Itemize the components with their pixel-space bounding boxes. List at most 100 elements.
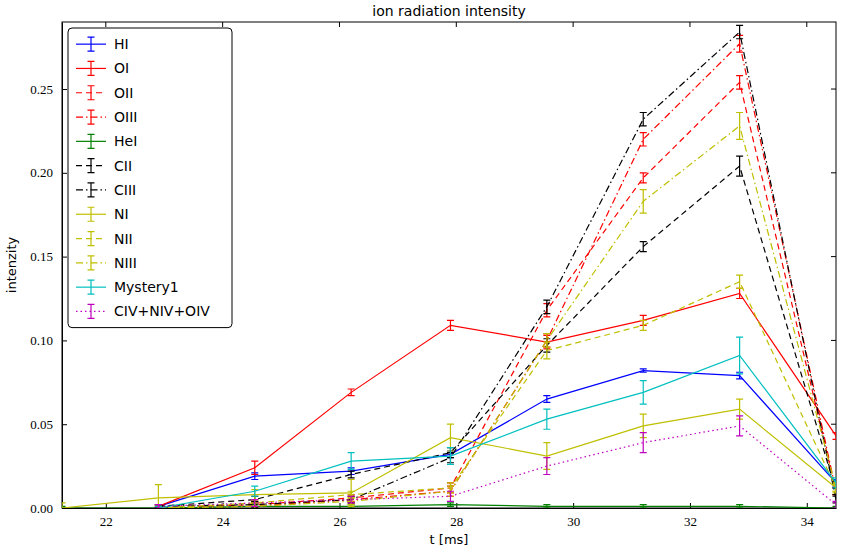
error-bar	[736, 275, 743, 288]
y-tick-mark	[62, 340, 67, 341]
series	[62, 399, 836, 508]
series	[155, 416, 836, 508]
legend: HIOIOIIOIIIHeICIICIIININIINIIIMystery1CI…	[68, 28, 232, 328]
x-tick-mark	[456, 503, 457, 508]
x-tick: 26	[333, 503, 347, 529]
legend-entry: NIII	[76, 255, 137, 271]
error-bar	[640, 433, 647, 453]
series-line	[158, 282, 836, 508]
x-tick-mark-top	[222, 22, 223, 27]
series-line	[158, 293, 836, 506]
y-tick-mark	[62, 508, 67, 509]
error-bar	[543, 505, 550, 508]
legend-errorbar	[88, 134, 95, 148]
y-tick-label: 0.00	[30, 501, 53, 516]
legend-label: OII	[114, 85, 133, 101]
series	[155, 288, 836, 508]
legend-entry: CIII	[76, 182, 136, 198]
error-bar	[543, 409, 550, 429]
series	[155, 112, 836, 508]
title: ion radiation intensity	[372, 3, 525, 19]
error-bar	[251, 461, 258, 474]
error-bar	[543, 300, 550, 313]
x-tick-mark-top	[689, 22, 690, 27]
legend-box	[68, 28, 232, 328]
x-tick-label: 34	[801, 514, 815, 529]
legend-label: OI	[114, 60, 129, 76]
legend-entry: Mystery1	[76, 279, 179, 295]
legend-entry: HeI	[76, 133, 137, 149]
series	[155, 76, 836, 508]
y-tick-mark	[62, 424, 67, 425]
y-tick-label: 0.10	[30, 333, 53, 348]
error-bar	[447, 448, 454, 465]
y-tick-mark-right	[831, 172, 836, 173]
error-bar	[640, 505, 647, 508]
legend-label: OIII	[114, 109, 137, 125]
legend-label: Mystery1	[114, 279, 179, 295]
legend-entry: NII	[76, 231, 133, 247]
error-bar	[348, 389, 355, 396]
error-bar	[348, 471, 355, 478]
y-tick-label: 0.15	[30, 249, 53, 264]
series-line	[158, 355, 836, 508]
x-axis-title: t [ms]	[430, 532, 469, 547]
error-bar	[736, 156, 743, 176]
y-tick-label: 0.20	[30, 165, 53, 180]
y-tick: 0.10	[30, 333, 67, 348]
x-tick-label: 22	[100, 514, 113, 529]
legend-errorbar	[88, 110, 95, 124]
error-bar	[447, 503, 454, 506]
series-line	[62, 409, 836, 508]
legend-label: NII	[114, 231, 133, 247]
marks	[62, 25, 836, 508]
legend-label: CIV+NIV+OIV	[114, 303, 210, 319]
error-bar	[833, 501, 837, 508]
y-axis-line	[62, 23, 63, 509]
legend-label: HeI	[114, 133, 137, 149]
x-tick-label: 28	[450, 514, 463, 529]
legend-errorbar	[88, 280, 95, 294]
legend-label: NIII	[114, 255, 137, 271]
y-tick-mark-right	[831, 424, 836, 425]
legend-errorbar	[88, 256, 95, 270]
x-axis-line	[63, 508, 837, 509]
series-line	[158, 32, 836, 506]
legend-entry: OIII	[76, 109, 137, 125]
y-tick-label: 0.05	[30, 417, 53, 432]
error-bar	[348, 480, 355, 507]
y-tick-mark	[62, 89, 67, 90]
series-line	[158, 126, 836, 508]
error-bar	[736, 76, 743, 89]
legend-errorbar	[88, 37, 95, 51]
error-bar	[736, 416, 743, 436]
legend-entry: HI	[76, 36, 129, 52]
error-bar	[543, 458, 550, 475]
series	[155, 337, 836, 508]
error-bar	[447, 424, 454, 451]
x-tick: 28	[450, 503, 463, 529]
error-bar	[736, 337, 743, 374]
y-tick-label: 0.25	[30, 82, 53, 97]
x-tick-label: 26	[333, 514, 347, 529]
legend-entry: OII	[76, 85, 133, 101]
x-tick-mark-top	[105, 22, 106, 27]
error-bar	[251, 486, 258, 496]
x-tick-mark-top	[339, 22, 340, 27]
y-tick-mark	[62, 257, 67, 258]
y-axis-title: intenzity	[4, 236, 19, 293]
y-tick: 0.20	[30, 165, 67, 180]
series	[155, 275, 836, 508]
error-bar	[543, 334, 550, 347]
legend-errorbar	[88, 159, 95, 173]
x-tick-label: 30	[567, 514, 580, 529]
y-tick: 0.00	[30, 501, 67, 516]
error-bar	[640, 133, 647, 146]
error-bar	[736, 288, 743, 298]
error-bar	[62, 503, 66, 508]
error-bar	[640, 242, 647, 252]
error-bar	[348, 496, 355, 503]
error-bar	[833, 478, 837, 488]
y-tick-mark-right	[831, 256, 836, 257]
legend-entry: CII	[76, 158, 132, 174]
